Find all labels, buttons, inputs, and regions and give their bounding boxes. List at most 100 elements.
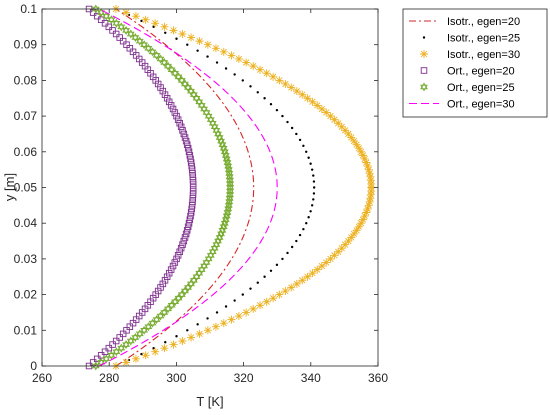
data-point (186, 216, 194, 223)
data-point (93, 355, 101, 363)
data-point (151, 347, 160, 356)
legend-label: Ort., egen=25 (447, 82, 515, 94)
data-point (227, 51, 236, 60)
data-point (180, 237, 188, 245)
legend-swatch (420, 50, 428, 58)
data-point (173, 255, 180, 263)
data-point (117, 343, 126, 353)
data-point (91, 361, 100, 371)
data-point (189, 180, 197, 188)
data-point (344, 237, 353, 246)
data-point (305, 222, 308, 225)
legend-label: Isotr., egen=20 (447, 16, 520, 28)
y-tick-label: 0.05 (14, 181, 38, 195)
data-point (275, 263, 279, 267)
data-point (330, 115, 339, 124)
data-point (187, 333, 196, 342)
data-point (263, 97, 266, 100)
data-point (148, 318, 157, 328)
data-point (109, 341, 116, 348)
data-point (312, 186, 316, 189)
data-point (159, 280, 167, 288)
legend-entry: Isotr., egen=25 (422, 33, 520, 45)
data-point (141, 15, 150, 24)
y-tick-label: 0.02 (14, 288, 38, 302)
data-point (287, 83, 296, 92)
data-point (234, 54, 243, 63)
data-point (102, 11, 111, 21)
y-tick-label: 0.08 (14, 73, 38, 87)
data-point (131, 33, 140, 43)
data-point (101, 20, 109, 27)
series-6-line (98, 8, 278, 367)
data-point (281, 79, 290, 88)
data-point (360, 212, 369, 221)
data-point (116, 34, 123, 41)
data-point (131, 12, 140, 21)
data-point (322, 108, 331, 117)
data-point (350, 229, 359, 238)
data-point (126, 29, 135, 39)
data-point (161, 277, 169, 284)
y-tick-label: 0.04 (14, 216, 38, 230)
data-point (292, 279, 301, 288)
data-point (189, 191, 197, 198)
data-point (233, 73, 236, 76)
data-point (177, 123, 185, 131)
data-point (262, 297, 271, 306)
data-point (242, 58, 251, 67)
data-point (359, 151, 368, 160)
data-point (169, 26, 178, 35)
data-point (275, 290, 284, 299)
data-point (156, 311, 165, 321)
data-point (122, 25, 130, 35)
y-tick-label: 0.01 (14, 323, 38, 337)
data-point (286, 251, 289, 255)
legend-swatch (422, 36, 426, 39)
data-point (312, 192, 316, 195)
data-point (183, 141, 191, 148)
data-point (249, 304, 258, 313)
data-point (105, 344, 113, 352)
data-point (93, 12, 101, 20)
x-tick-label: 280 (99, 371, 119, 385)
data-point (354, 222, 363, 231)
data-point (187, 212, 194, 220)
data-point (249, 85, 252, 88)
data-point (281, 257, 284, 261)
legend-label: Isotr., egen=25 (447, 33, 520, 45)
data-point (256, 65, 265, 74)
data-point (281, 114, 284, 118)
data-point (164, 31, 167, 34)
data-point (97, 8, 105, 18)
data-point (163, 273, 171, 281)
data-point (295, 132, 298, 136)
legend-box (402, 8, 548, 118)
data-point (241, 293, 244, 296)
data-point (269, 269, 273, 272)
x-axis-label: T [K] (196, 394, 223, 409)
y-tick-label: 0.07 (14, 109, 38, 123)
data-point (187, 33, 196, 42)
data-point (330, 251, 339, 260)
data-point (188, 162, 195, 170)
data-point (169, 262, 177, 270)
data-point (164, 341, 167, 344)
data-point (122, 8, 131, 17)
x-tick-label: 360 (368, 371, 388, 385)
data-point (140, 352, 143, 356)
data-point (144, 43, 153, 53)
data-point (211, 44, 220, 53)
data-point (152, 25, 155, 29)
data-point (298, 138, 302, 142)
data-point (181, 234, 189, 241)
data-point (117, 22, 126, 32)
data-point (187, 209, 195, 216)
data-point (188, 205, 195, 213)
data-point (91, 4, 100, 14)
data-point (334, 119, 343, 128)
data-point (215, 311, 219, 314)
data-point (281, 287, 290, 296)
data-point (357, 219, 366, 228)
